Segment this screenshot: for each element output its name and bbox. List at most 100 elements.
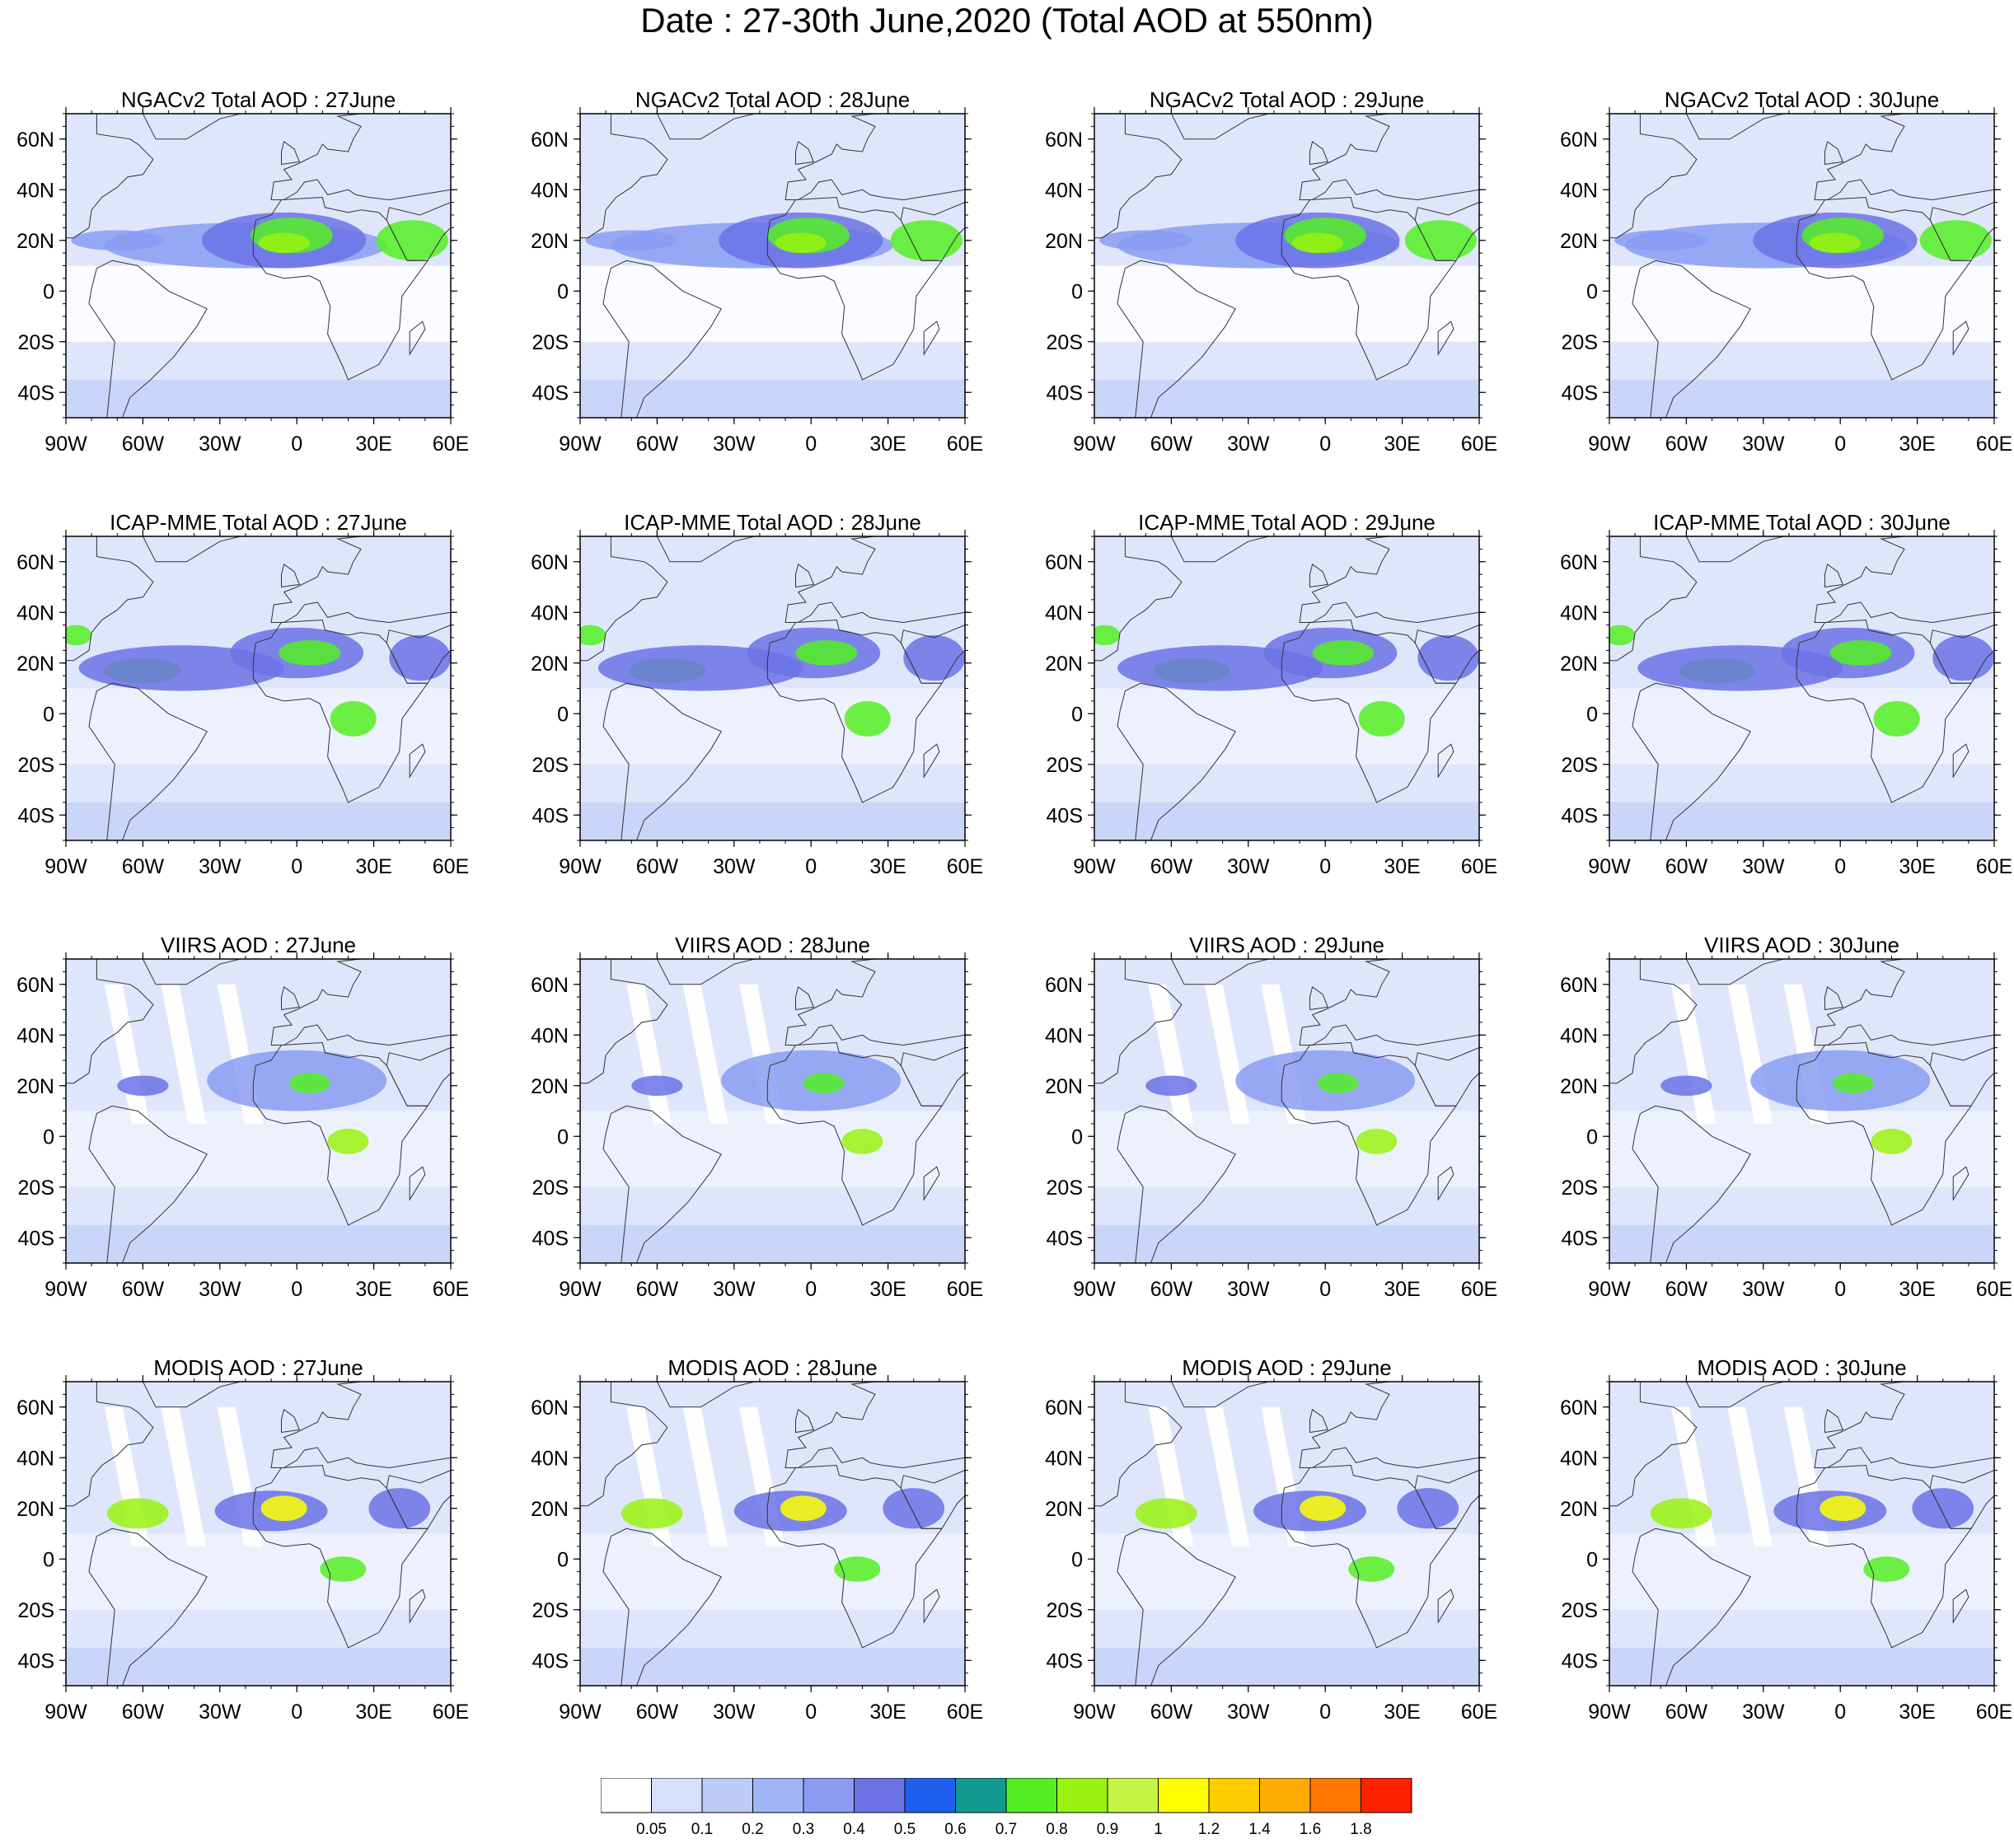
- arabia-coastline: [1414, 1047, 1479, 1106]
- aod-plume: [844, 700, 891, 737]
- africa-coastline: [766, 1041, 943, 1226]
- lat-tick-label: 0: [43, 1125, 54, 1149]
- lon-tick-label: 60W: [1150, 855, 1193, 878]
- greenland-coastline: [1170, 1382, 1269, 1408]
- lon-tick-label: 60W: [1150, 433, 1193, 456]
- lon-tick-label: 0: [1834, 855, 1846, 878]
- greenland-coastline: [1685, 959, 1784, 985]
- greenland-coastline: [1685, 1382, 1784, 1408]
- panel-title: VIIRS AOD : 30June: [1704, 933, 1899, 957]
- lon-tick-label: 0: [1319, 1278, 1331, 1301]
- lon-tick-label: 0: [291, 1701, 302, 1724]
- lat-tick-label: 0: [43, 1548, 54, 1571]
- aod-plume: [1871, 1129, 1913, 1154]
- lat-tick-label: 40S: [18, 1649, 54, 1673]
- madagascar-coastline: [923, 743, 940, 779]
- lat-tick-label: 40N: [1560, 1024, 1598, 1047]
- lon-tick-label: 60E: [433, 1278, 469, 1301]
- lat-tick-label: 0: [1586, 1548, 1598, 1571]
- lat-tick-label: 60N: [16, 974, 54, 997]
- aod-plume: [1135, 1498, 1197, 1529]
- arabia-coastline: [900, 625, 965, 684]
- greenland-coastline: [656, 959, 755, 985]
- greenland-coastline: [142, 536, 241, 563]
- aod-plume: [1832, 1073, 1874, 1093]
- uk-coastline: [1824, 563, 1844, 588]
- lat-tick-label: 40S: [1562, 804, 1598, 827]
- lat-tick-label: 0: [1071, 1548, 1083, 1571]
- lon-tick-label: 60E: [1976, 1701, 2012, 1724]
- colorbar-swatch: [1158, 1777, 1210, 1813]
- uk-coastline: [795, 140, 815, 166]
- colorbar-label: 1.8: [1350, 1821, 1371, 1838]
- lat-tick-label: 20N: [531, 230, 569, 253]
- lon-tick-label: 90W: [1588, 433, 1631, 456]
- samerica-coastline: [1117, 1528, 1236, 1686]
- aod-plume: [1358, 700, 1405, 737]
- colorbar-label: 0.7: [995, 1821, 1017, 1838]
- greenland-coastline: [656, 1382, 755, 1408]
- aod-plume: [376, 220, 448, 261]
- lon-tick-label: 30E: [1384, 433, 1420, 456]
- lat-tick-label: 20S: [18, 1599, 54, 1622]
- greenland-coastline: [656, 114, 755, 140]
- figure-title: Date : 27-30th June,2020 (Total AOD at 5…: [640, 1, 1374, 40]
- lat-tick-label: 40N: [1560, 1447, 1598, 1470]
- lat-tick-label: 60N: [1560, 129, 1598, 152]
- lon-tick-label: 60W: [1665, 1278, 1708, 1301]
- lon-tick-label: 90W: [1588, 855, 1631, 878]
- africa-coastline: [252, 1041, 429, 1226]
- map-panel-ngacv2-4: NGACv2 Total AOD : 30June 60N 40N 20N 0 20S 40…: [1543, 74, 2014, 481]
- panel-title: NGACv2 Total AOD : 28June: [635, 87, 910, 112]
- aod-plume: [803, 1073, 845, 1093]
- lat-tick-label: 0: [557, 1548, 569, 1571]
- aod-plume: [330, 700, 377, 737]
- map-panel-ngacv2-2: NGACv2 Total AOD : 28June 60N 40N 20N 0 20S 40…: [514, 74, 1014, 481]
- aod-plume: [1397, 1488, 1459, 1529]
- arabia-coastline: [1929, 625, 1994, 684]
- europe-coastline: [1814, 114, 1994, 201]
- aod-plume: [1609, 625, 1636, 646]
- africa-coastline: [252, 196, 429, 381]
- namerica-coastline: [580, 536, 668, 662]
- lon-tick-label: 30W: [1742, 1278, 1785, 1301]
- samerica-coastline: [88, 1528, 208, 1686]
- lat-tick-label: 0: [1586, 1125, 1598, 1149]
- madagascar-coastline: [1437, 1166, 1454, 1201]
- lat-tick-label: 20S: [532, 1177, 569, 1200]
- aod-plume: [1094, 625, 1121, 646]
- uk-coastline: [281, 1408, 301, 1434]
- aod-plume: [903, 634, 965, 681]
- africa-coastline: [1281, 1041, 1457, 1226]
- africa-coastline: [1796, 1464, 1972, 1649]
- arabia-coastline: [1929, 1047, 1994, 1106]
- lon-tick-label: 60E: [1461, 1278, 1497, 1301]
- greenland-coastline: [142, 1382, 241, 1408]
- lon-tick-label: 0: [805, 1701, 817, 1724]
- map-panel-icap-mme-4: ICAP-MME Total AOD : 30June 60N 40N 20N 0 20S…: [1543, 497, 2014, 904]
- aod-plume: [327, 1129, 369, 1154]
- africa-coastline: [1281, 196, 1457, 381]
- namerica-coastline: [66, 1382, 154, 1507]
- namerica-coastline: [1094, 536, 1183, 662]
- colorbar-swatch: [1107, 1777, 1159, 1813]
- aod-plume: [1356, 1129, 1398, 1154]
- uk-coastline: [1309, 140, 1329, 166]
- panel-title: VIIRS AOD : 29June: [1189, 933, 1384, 957]
- samerica-coastline: [602, 1105, 722, 1263]
- lat-tick-label: 20S: [1047, 1177, 1083, 1200]
- colorbar-swatch: [1005, 1777, 1057, 1813]
- lon-tick-label: 90W: [559, 1278, 602, 1301]
- namerica-coastline: [1094, 1382, 1183, 1507]
- lat-tick-label: 40S: [1562, 381, 1598, 405]
- samerica-coastline: [88, 260, 208, 418]
- samerica-coastline: [602, 260, 722, 418]
- lat-tick-label: 60N: [531, 1397, 569, 1420]
- madagascar-coastline: [1437, 320, 1454, 356]
- lon-tick-label: 60W: [1150, 1701, 1193, 1724]
- colorbar-swatch: [1056, 1777, 1108, 1813]
- lat-tick-label: 20N: [531, 1498, 569, 1521]
- panel-title: VIIRS AOD : 28June: [675, 933, 870, 957]
- lon-tick-label: 90W: [1073, 1278, 1116, 1301]
